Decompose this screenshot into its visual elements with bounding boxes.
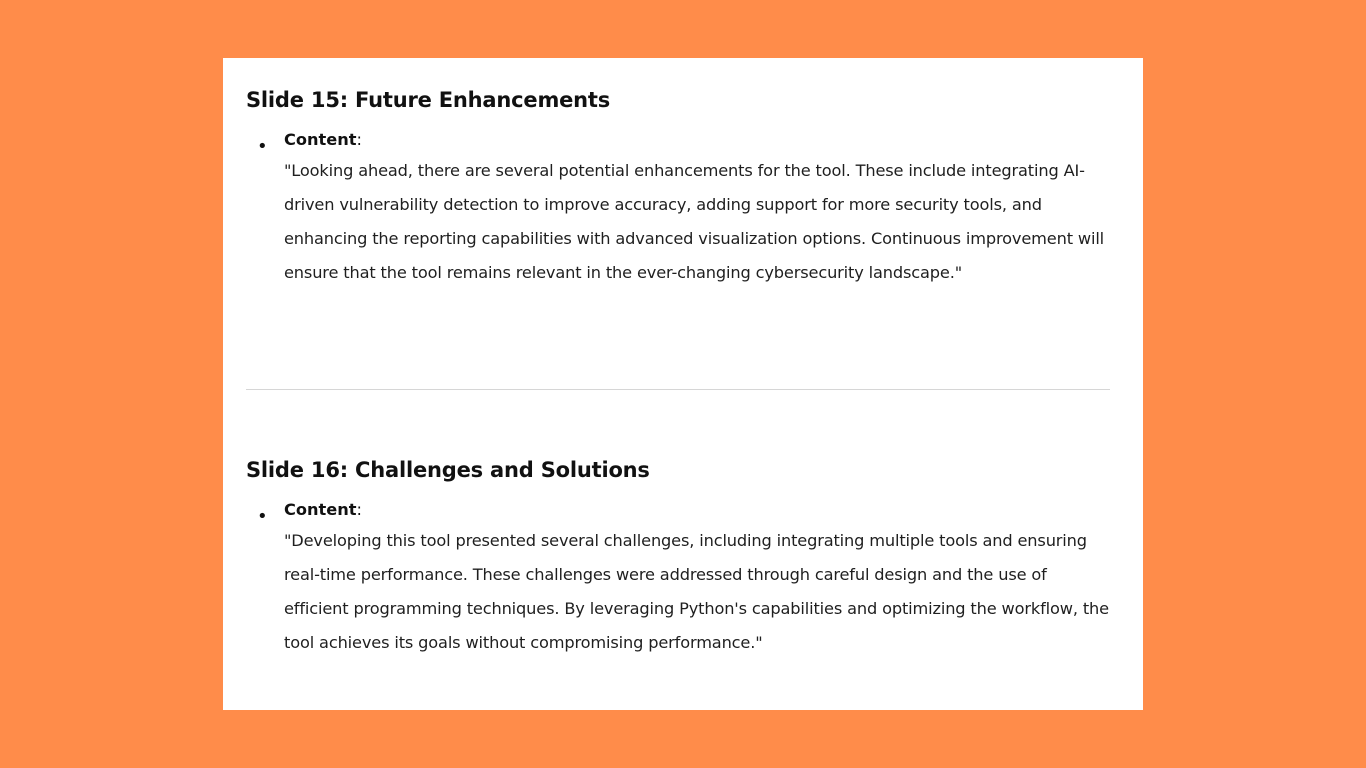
content-label-colon: : xyxy=(356,130,362,149)
content-label: Content: xyxy=(284,130,1110,150)
slide-16-title: Slide 16: Challenges and Solutions xyxy=(246,458,650,482)
slide-16-body: "Developing this tool presented several … xyxy=(284,531,1109,652)
slide-15-body: "Looking ahead, there are several potent… xyxy=(284,161,1105,282)
slide-15-list: • Content: "Looking ahead, there are sev… xyxy=(246,130,1110,290)
list-item: • Content: "Developing this tool present… xyxy=(257,500,1110,660)
bullet-icon: • xyxy=(257,506,268,527)
content-label-text: Content xyxy=(284,500,357,519)
slide-15-title: Slide 15: Future Enhancements xyxy=(246,88,611,112)
slide-16-section: Slide 16: Challenges and Solutions • Con… xyxy=(246,456,1110,660)
slide-15-section: Slide 15: Future Enhancements • Content:… xyxy=(246,86,1110,290)
section-divider xyxy=(246,389,1110,390)
list-item: • Content: "Looking ahead, there are sev… xyxy=(257,130,1110,290)
document-card: Slide 15: Future Enhancements • Content:… xyxy=(223,58,1143,710)
content-label: Content: xyxy=(284,500,1110,520)
content-label-text: Content xyxy=(284,130,357,149)
content-label-colon: : xyxy=(356,500,362,519)
bullet-icon: • xyxy=(257,136,268,157)
slide-16-list: • Content: "Developing this tool present… xyxy=(246,500,1110,660)
